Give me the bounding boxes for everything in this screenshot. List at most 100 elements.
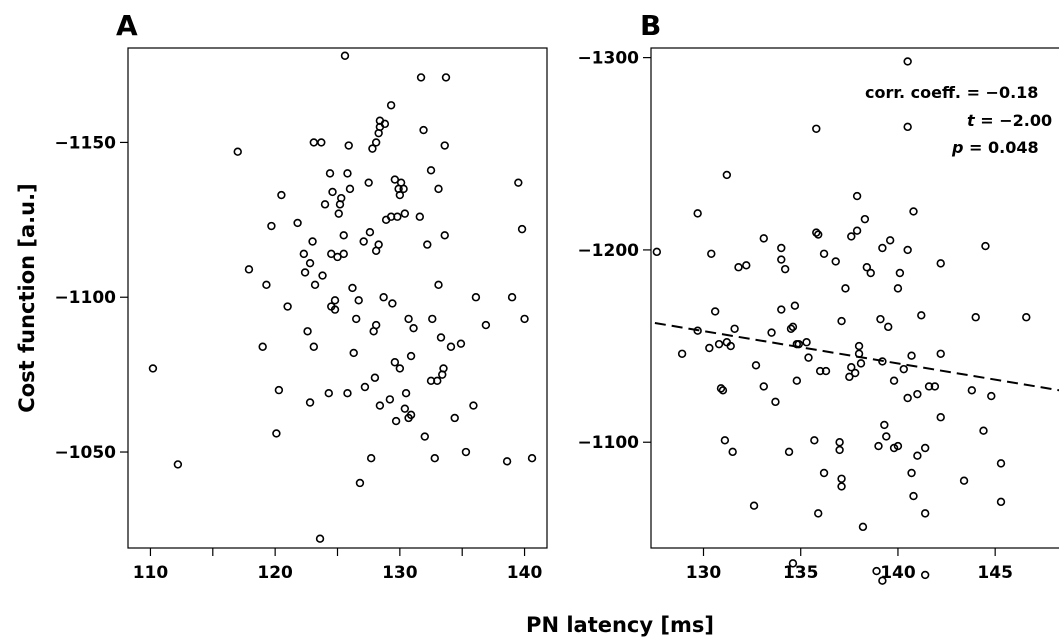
panel-a-data-point (423, 240, 432, 249)
panel-b-data-point (749, 501, 759, 510)
panel-a-y-axis: −1150 −1100 −1050 (54, 133, 128, 463)
panel-a-data-point (450, 413, 459, 423)
panel-a-x-tick-label: 130 (382, 563, 418, 583)
panel-a-data-point (293, 218, 302, 228)
panel-a-data-point (173, 460, 183, 469)
panel-b-data-point (728, 447, 737, 457)
panel-b-data-point (792, 376, 802, 385)
panel-a-data-point (426, 166, 436, 175)
panel-a-data-point (404, 314, 413, 324)
panel-b-data-point (777, 243, 786, 253)
panel-a-data-point (308, 237, 317, 246)
panel-a-data-point (420, 432, 429, 441)
panel-b-data-point (920, 509, 930, 518)
panel-b-data-point (903, 393, 912, 403)
panel-b-data-point (936, 349, 945, 358)
panel-b-fit-line (654, 322, 1059, 392)
panel-a-data-point (366, 454, 376, 463)
panel-b-data-point (854, 349, 864, 358)
panel-b-data-point (831, 257, 840, 266)
panel-a-data-point (325, 169, 335, 178)
panel-a-data-point (393, 212, 402, 221)
panel-a-data-point (400, 404, 410, 413)
panel-b-data-point (786, 324, 796, 333)
panel-b-data-point (895, 268, 905, 278)
panel-a-data-point (507, 293, 517, 302)
panel-a-data-point (520, 314, 529, 324)
panel-b-data-point (734, 263, 743, 272)
panel-a-data-point (368, 144, 377, 153)
panel-a-x-tick-label: 140 (507, 563, 543, 583)
panel-a-data-point (527, 454, 537, 463)
panel-a-data-point (364, 178, 373, 187)
panel-a-data-point (277, 190, 286, 200)
panel-b-data-point (804, 353, 813, 362)
panel-b-data-point (903, 245, 912, 255)
panel-a-data-point (355, 478, 365, 488)
panel-a-data-point (434, 280, 443, 290)
panel-b-data-point (814, 509, 823, 518)
panel-b-data-point (987, 391, 996, 401)
panel-a-data-point (344, 141, 353, 150)
panel-b-points (652, 57, 1031, 585)
panel-b-data-point (693, 326, 702, 335)
panel-b-data-point (707, 249, 716, 258)
panel-a-data-point (406, 410, 416, 420)
panel-b-data-point (996, 497, 1006, 507)
panel-b-data-point (924, 382, 934, 391)
panel-a-y-tick-label: −1050 (54, 443, 116, 463)
panel-b-data-point (920, 443, 930, 453)
panel-a-data-point (461, 447, 471, 457)
panel-b-data-point (847, 363, 856, 372)
panel-a-data-point (380, 119, 390, 129)
panel-b-data-point (722, 170, 732, 180)
panel-b-data-point (878, 357, 887, 366)
panel-a-data-point (469, 401, 478, 410)
panel-b-data-point (909, 491, 918, 501)
panel-a-data-point (305, 258, 315, 268)
panel-b-data-point (899, 364, 908, 374)
panel-b-data-point (852, 191, 862, 201)
panel-a-data-point (365, 228, 375, 237)
t-symbol: t (967, 111, 976, 130)
panel-b-data-point (913, 451, 922, 460)
panel-b-data-point (652, 247, 662, 257)
panel-a-data-point (305, 398, 315, 407)
panel-b-data-point (893, 441, 903, 451)
panel-a-data-point (400, 209, 410, 218)
panel-a-data-point (299, 249, 309, 259)
panel-b-data-point (884, 322, 893, 332)
panel-b-data-point (889, 376, 899, 385)
panel-b-data-point (742, 261, 751, 270)
panel-b-data-point (821, 366, 831, 376)
panel-b-data-point (788, 559, 798, 568)
panel-b-data-point (852, 226, 862, 235)
panel-b-data-point (767, 328, 776, 337)
panel-a-data-point (371, 320, 381, 330)
panel-a-data-point (375, 401, 385, 410)
panel-b-data-point (936, 259, 945, 268)
corr-coeff-label: corr. coeff. = −0.18 (865, 83, 1038, 102)
panel-b-y-tick-label: −1100 (577, 433, 639, 453)
panel-b-data-point (880, 420, 889, 430)
panel-a-data-point (258, 342, 267, 351)
panel-b-data-point (885, 236, 895, 245)
panel-b-data-point (996, 459, 1006, 468)
t-stat-label: t = −2.00 (967, 111, 1052, 130)
panel-b-data-point (720, 436, 730, 445)
panel-b-data-point (837, 316, 846, 326)
panel-b-data-point (850, 368, 860, 378)
x-axis-title: PN latency [ms] (526, 613, 714, 637)
panel-b-data-point (872, 566, 881, 576)
panel-b-data-point (845, 372, 854, 382)
panel-a-data-point (440, 141, 449, 150)
panel-b-x-tick-label: 140 (880, 563, 916, 583)
panel-b-data-point (903, 57, 912, 66)
panel-b-x-tick-label: 130 (686, 563, 722, 583)
panel-b-data-point (847, 232, 856, 241)
panel-b-data-point (677, 349, 687, 358)
panel-a-y-tick-label: −1150 (54, 133, 116, 153)
panel-a-data-point (502, 457, 512, 466)
panel-b-data-point (705, 343, 714, 353)
panel-b-data-point (837, 482, 846, 491)
